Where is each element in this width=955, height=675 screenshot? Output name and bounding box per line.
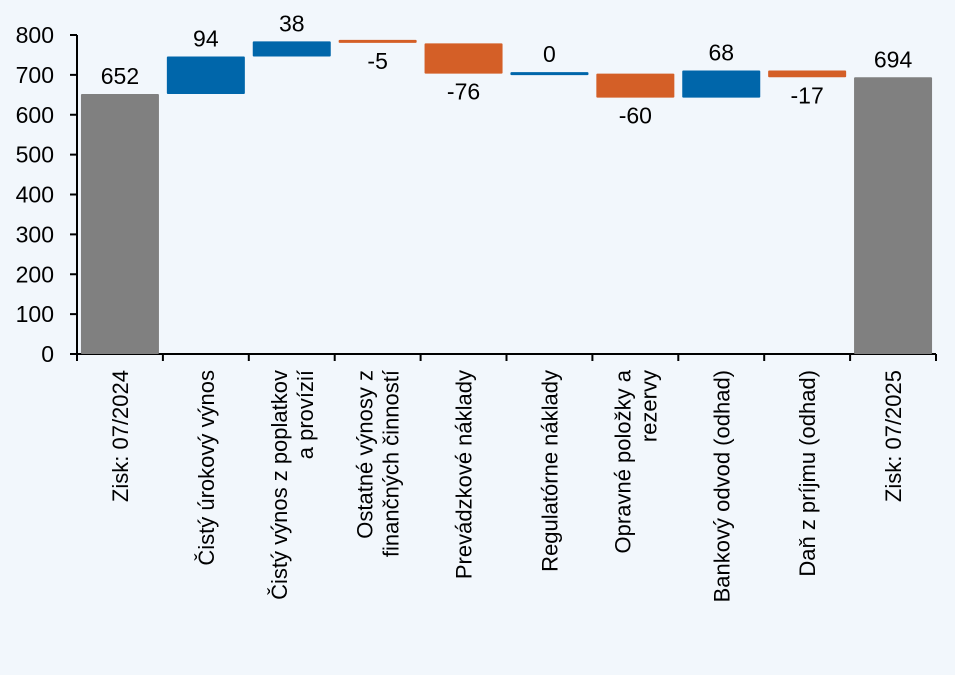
data-label: -5 [367,48,387,74]
data-label: -60 [619,103,652,129]
y-tick-label: 200 [16,261,54,287]
x-category-label: Bankový odvod (odhad) [709,370,734,602]
y-tick-label: 0 [41,341,54,367]
data-label: 652 [101,63,139,89]
y-tick-label: 100 [16,301,54,327]
bar-4 [424,43,503,74]
bar-0 [80,94,159,354]
data-label: 94 [193,26,219,52]
y-tick-label: 600 [16,102,54,128]
bar-6 [596,73,675,98]
bar-8 [768,70,847,78]
y-tick-label: 400 [16,182,54,208]
bar-7 [682,70,761,98]
y-tick-label: 700 [16,62,54,88]
x-category-label: finančných činností [379,370,404,557]
x-category-label: Zisk: 07/2024 [108,370,133,502]
data-label: -17 [791,82,824,108]
data-label: 694 [874,46,913,72]
bar-3 [338,39,417,43]
bar-5 [510,72,589,76]
bar-2 [252,41,331,57]
x-category-label: Čistý úrokový výnos [194,370,219,566]
x-category-label: Prevádzkové náklady [452,370,477,579]
x-category-label: Daň z príjmu (odhad) [795,370,820,577]
x-category-label: rezervy [636,370,661,442]
data-label: -76 [447,79,480,105]
x-category-label: Čistý výnos z poplatkov [267,370,292,600]
data-label: 68 [708,39,734,65]
x-category-label: Zisk: 07/2025 [881,370,906,502]
x-category-label: Opravné položky a [610,369,635,553]
data-label: 0 [543,41,556,67]
y-tick-label: 500 [16,142,54,168]
bar-9 [854,77,933,354]
x-category-label: Regulatórne náklady [537,370,562,572]
data-label: 38 [279,10,305,36]
x-category-label: a provízií [293,370,318,459]
y-tick-label: 800 [16,22,54,48]
x-category-label: Ostatné výnosy z [353,370,378,539]
y-tick-label: 300 [16,221,54,247]
bar-1 [166,56,245,95]
